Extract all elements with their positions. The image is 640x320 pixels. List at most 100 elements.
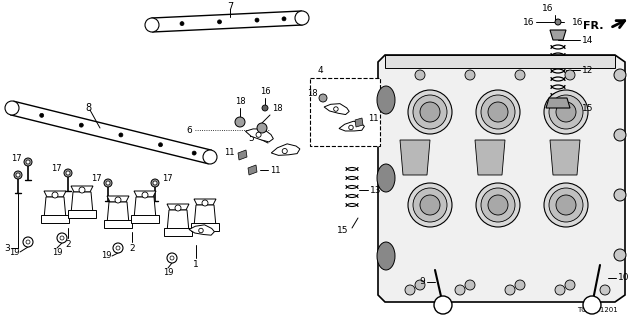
Circle shape: [153, 181, 157, 185]
Circle shape: [476, 183, 520, 227]
Text: 14: 14: [582, 36, 593, 44]
Text: 18: 18: [307, 89, 318, 98]
Circle shape: [600, 285, 610, 295]
Circle shape: [434, 296, 452, 314]
Text: 2: 2: [65, 240, 71, 249]
Text: 11: 11: [368, 114, 378, 123]
Circle shape: [142, 192, 148, 198]
Text: 4: 4: [318, 66, 324, 75]
Circle shape: [556, 195, 576, 215]
Circle shape: [614, 69, 626, 81]
Text: 9: 9: [419, 277, 425, 286]
Circle shape: [106, 181, 110, 185]
Polygon shape: [550, 140, 580, 175]
Polygon shape: [107, 202, 129, 224]
Circle shape: [23, 237, 33, 247]
Circle shape: [544, 90, 588, 134]
Circle shape: [113, 243, 123, 253]
Polygon shape: [191, 223, 219, 231]
Circle shape: [256, 132, 261, 137]
Ellipse shape: [377, 164, 395, 192]
Text: TG74E1201: TG74E1201: [577, 307, 618, 313]
Circle shape: [79, 123, 83, 127]
Circle shape: [614, 189, 626, 201]
FancyBboxPatch shape: [310, 78, 380, 146]
Circle shape: [26, 240, 30, 244]
Circle shape: [556, 102, 576, 122]
Circle shape: [119, 133, 123, 137]
Circle shape: [167, 253, 177, 263]
Text: 3: 3: [4, 244, 10, 252]
Circle shape: [465, 70, 475, 80]
Circle shape: [488, 102, 508, 122]
Circle shape: [52, 192, 58, 198]
Circle shape: [26, 160, 30, 164]
Polygon shape: [131, 215, 159, 223]
Circle shape: [295, 11, 309, 25]
Circle shape: [151, 179, 159, 187]
Text: 15: 15: [582, 103, 593, 113]
Text: 16: 16: [572, 18, 584, 27]
Polygon shape: [134, 191, 156, 197]
Circle shape: [203, 150, 217, 164]
Polygon shape: [271, 144, 300, 156]
Text: 15: 15: [337, 226, 348, 235]
Text: 12: 12: [582, 66, 593, 75]
Circle shape: [255, 18, 259, 22]
Circle shape: [282, 148, 287, 154]
Text: 16: 16: [260, 87, 270, 96]
Circle shape: [455, 285, 465, 295]
Polygon shape: [167, 210, 189, 232]
Polygon shape: [44, 191, 66, 197]
Circle shape: [60, 236, 64, 240]
Circle shape: [66, 171, 70, 175]
Circle shape: [583, 296, 601, 314]
Circle shape: [199, 228, 204, 233]
Circle shape: [555, 285, 565, 295]
Polygon shape: [248, 165, 257, 175]
Text: 2: 2: [129, 244, 135, 253]
Circle shape: [565, 70, 575, 80]
Text: 1: 1: [193, 260, 199, 269]
Circle shape: [481, 95, 515, 129]
Circle shape: [218, 20, 221, 24]
Text: 7: 7: [227, 2, 233, 12]
Circle shape: [145, 18, 159, 32]
Polygon shape: [10, 101, 212, 164]
Circle shape: [505, 285, 515, 295]
Circle shape: [349, 125, 353, 130]
Polygon shape: [71, 192, 93, 214]
Text: 11: 11: [270, 165, 280, 174]
Circle shape: [257, 123, 267, 133]
Circle shape: [159, 143, 163, 147]
Text: FR.: FR.: [582, 21, 603, 31]
Text: 10: 10: [618, 274, 630, 283]
Polygon shape: [71, 186, 93, 192]
Text: 18: 18: [272, 104, 283, 113]
Circle shape: [413, 95, 447, 129]
Polygon shape: [385, 55, 615, 68]
Circle shape: [515, 70, 525, 80]
Circle shape: [555, 19, 561, 25]
Circle shape: [282, 17, 286, 21]
Circle shape: [40, 113, 44, 117]
Circle shape: [614, 249, 626, 261]
Circle shape: [24, 158, 32, 166]
Text: 19: 19: [102, 252, 112, 260]
Circle shape: [405, 285, 415, 295]
Circle shape: [565, 280, 575, 290]
Polygon shape: [194, 199, 216, 205]
Polygon shape: [194, 205, 216, 227]
Circle shape: [544, 183, 588, 227]
Text: 5: 5: [248, 133, 254, 142]
Circle shape: [104, 179, 112, 187]
Polygon shape: [324, 104, 349, 115]
Text: 8: 8: [85, 103, 91, 113]
Circle shape: [16, 173, 20, 177]
Polygon shape: [245, 129, 273, 142]
Circle shape: [235, 117, 245, 127]
Circle shape: [202, 200, 208, 206]
Circle shape: [5, 101, 19, 115]
Circle shape: [420, 102, 440, 122]
Polygon shape: [400, 140, 430, 175]
